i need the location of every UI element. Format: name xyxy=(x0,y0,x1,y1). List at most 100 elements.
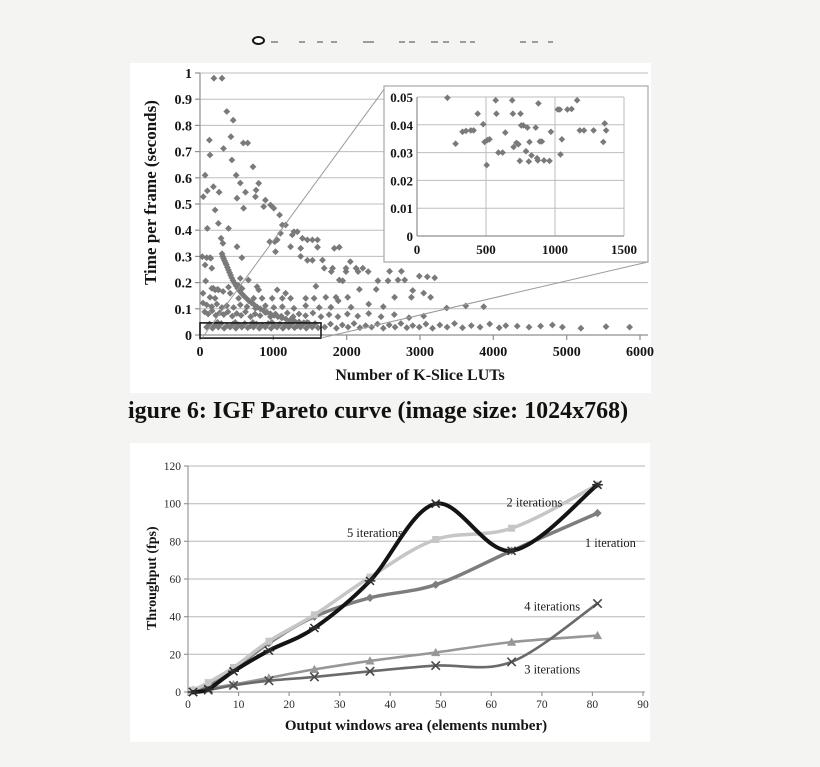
marker-x xyxy=(430,660,441,671)
marker-x xyxy=(309,672,320,682)
marker-square xyxy=(508,524,516,532)
inset-x-tick-label: 0 xyxy=(414,242,421,257)
marker-star xyxy=(592,480,603,490)
inset-y-tick-label: 0 xyxy=(407,229,414,244)
y-tick-label: 100 xyxy=(164,499,182,511)
marker-star xyxy=(506,546,517,556)
marker-square xyxy=(230,664,237,671)
y-tick-label: 0 xyxy=(185,329,192,344)
marker-triangle xyxy=(365,656,375,665)
x-tick-label: 50 xyxy=(435,699,447,711)
y-tick-label: 80 xyxy=(170,536,182,548)
cropped-text-dash xyxy=(470,41,475,43)
zoom-connector-line xyxy=(320,261,649,339)
marker-diamond xyxy=(593,508,602,518)
y-axis-title: Time per frame (seconds) xyxy=(141,100,160,285)
x-axis-title: Number of K-Slice LUTs xyxy=(335,367,504,384)
series-label: 3 iterations xyxy=(524,662,580,676)
cropped-text-dash xyxy=(331,41,337,43)
x-tick-label: 4000 xyxy=(479,345,507,360)
marker-x xyxy=(365,666,375,677)
x-tick-label: 20 xyxy=(283,699,295,711)
cropped-text-dash xyxy=(299,41,305,43)
x-tick-label: 3000 xyxy=(406,345,434,360)
x-axis-title: Output windows area (elements number) xyxy=(285,718,547,734)
marker-star xyxy=(187,687,199,697)
y-tick-label: 0.1 xyxy=(175,303,193,318)
cropped-text-dash xyxy=(317,41,323,43)
cropped-text-dash xyxy=(548,41,553,43)
series-5-iterations xyxy=(187,480,603,697)
marker-diamond xyxy=(365,593,375,602)
x-tick-label: 6000 xyxy=(626,345,654,360)
series-label: 1 iteration xyxy=(585,536,637,550)
y-tick-label: 0.6 xyxy=(175,172,193,187)
inset-panel xyxy=(383,85,649,263)
figure6-caption: igure 6: IGF Pareto curve (image size: 1… xyxy=(128,398,629,424)
marker-x xyxy=(228,680,239,691)
marker-triangle xyxy=(507,637,517,646)
y-tick-label: 0.4 xyxy=(175,224,193,239)
y-tick-label: 0.9 xyxy=(175,93,193,108)
marker-diamond xyxy=(431,580,440,589)
y-tick-label: 120 xyxy=(164,461,182,473)
inset-y-tick-label: 0.02 xyxy=(390,173,413,188)
series-label: 5 iterations xyxy=(347,526,403,540)
y-tick-label: 1 xyxy=(185,67,192,82)
series-label: 4 iterations xyxy=(524,599,580,613)
series-line xyxy=(191,483,600,692)
cropped-text-dash xyxy=(532,41,538,43)
inset-scatter-points xyxy=(444,94,610,169)
y-axis-title: Throughput (fps) xyxy=(145,526,160,630)
y-tick-label: 0.3 xyxy=(175,250,193,265)
zoom-connector-line xyxy=(201,87,386,339)
marker-star xyxy=(309,623,320,633)
scatter-points xyxy=(198,74,633,332)
y-tick-label: 60 xyxy=(170,574,182,586)
cropped-text-dash xyxy=(271,41,278,43)
y-tick-label: 0.2 xyxy=(175,277,193,292)
marker-square xyxy=(432,536,440,543)
marker-star xyxy=(263,646,275,656)
series-4-iterations xyxy=(188,598,603,697)
zoom-region-rect xyxy=(199,322,322,339)
cropped-glyph xyxy=(252,36,265,45)
marker-triangle xyxy=(431,647,441,657)
cropped-text-dash xyxy=(409,41,415,43)
marker-x xyxy=(592,598,603,609)
cropped-text-dash xyxy=(431,41,438,43)
marker-x xyxy=(264,675,274,686)
marker-star xyxy=(228,666,239,676)
x-tick-label: 2000 xyxy=(333,345,361,360)
inset-y-tick-label: 0.03 xyxy=(390,146,413,161)
y-tick-label: 0 xyxy=(175,687,181,699)
x-tick-label: 5000 xyxy=(553,345,581,360)
y-tick-label: 40 xyxy=(170,612,182,624)
marker-square xyxy=(310,611,318,619)
y-tick-label: 20 xyxy=(170,649,182,661)
x-tick-label: 70 xyxy=(536,699,548,711)
marker-square xyxy=(366,573,374,581)
marker-square xyxy=(265,637,273,645)
marker-star xyxy=(430,499,442,509)
cropped-text-dash xyxy=(363,41,374,43)
x-tick-label: 10 xyxy=(233,699,245,711)
inset-x-tick-label: 1500 xyxy=(611,242,637,257)
cropped-text-dash xyxy=(460,41,466,43)
x-tick-label: 0 xyxy=(185,699,191,711)
marker-triangle xyxy=(309,664,319,673)
x-tick-label: 60 xyxy=(486,699,498,711)
y-tick-label: 0.8 xyxy=(175,119,193,134)
series-line xyxy=(191,482,600,694)
series-line xyxy=(191,634,599,692)
x-tick-label: 30 xyxy=(334,699,346,711)
x-tick-label: 90 xyxy=(637,699,649,711)
y-tick-label: 0.7 xyxy=(175,146,193,161)
inset-x-tick-label: 1000 xyxy=(542,242,568,257)
inset-y-tick-label: 0.01 xyxy=(390,201,413,216)
series-label: 2 iterations xyxy=(507,496,563,510)
inset-y-tick-label: 0.05 xyxy=(390,90,413,105)
cropped-text-dash xyxy=(399,41,405,43)
